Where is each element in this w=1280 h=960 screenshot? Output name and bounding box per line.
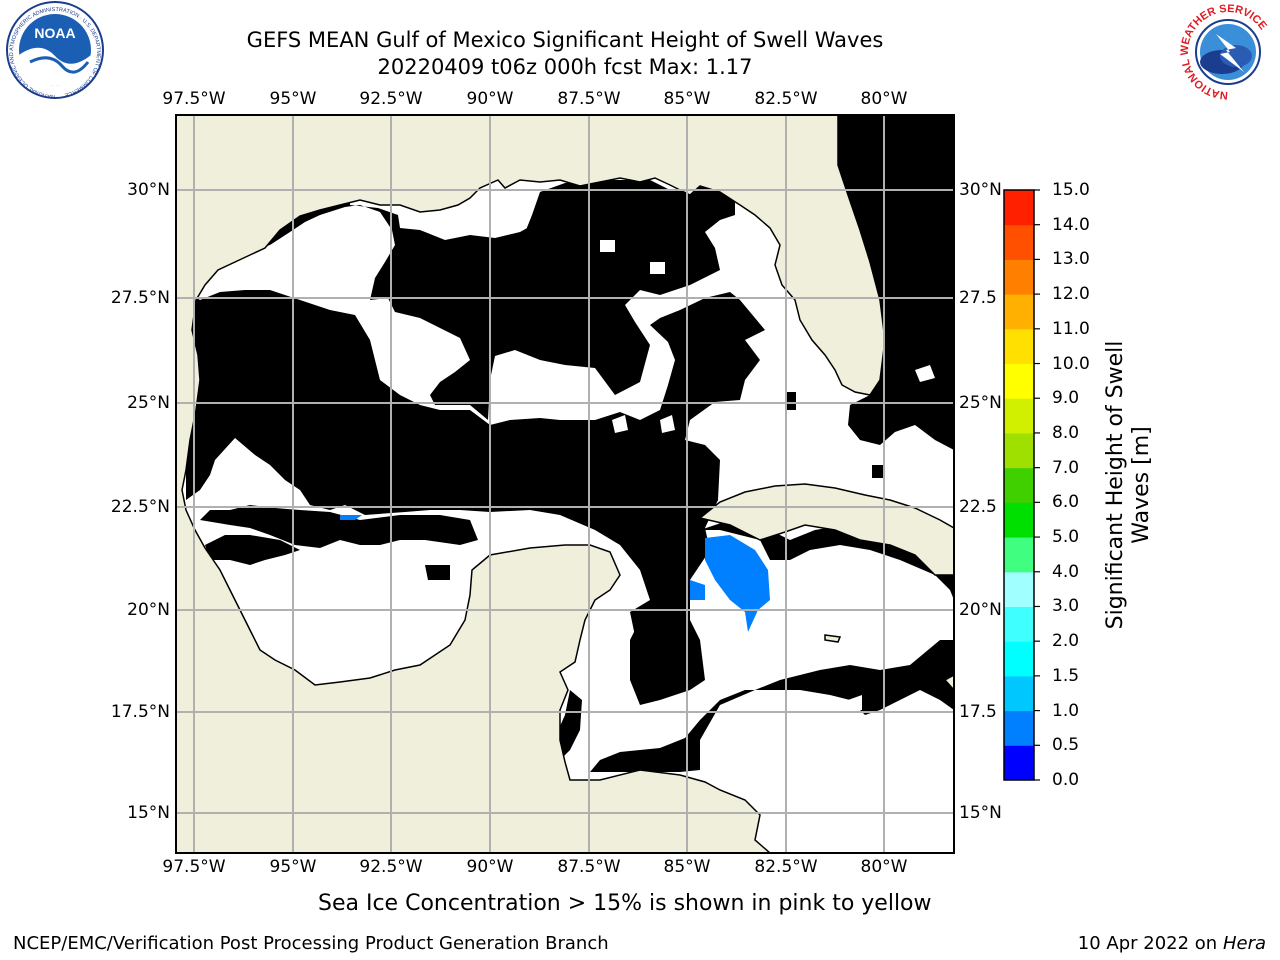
lon-tick-label: 95°W [270, 89, 317, 109]
colorbar-tick-label: 8.0 [1052, 423, 1079, 443]
lon-tick-label: 80°W [861, 89, 908, 109]
lon-tick-label: 97.5°W [162, 89, 225, 109]
swell-0-0.5m-region [186, 115, 954, 772]
lon-tick-label: 95°W [270, 857, 317, 877]
lat-tick-label: 15°N [959, 803, 1002, 823]
colorbar-segment [1004, 364, 1034, 399]
lon-tick-label: 85°W [664, 89, 711, 109]
colorbar-segment [1004, 329, 1034, 364]
lon-tick-label: 97.5°W [162, 857, 225, 877]
colorbar-segment [1004, 433, 1034, 468]
footer-host: Hera [1223, 933, 1266, 954]
lat-tick-label: 30°N [90, 180, 170, 200]
map-subtitle: 20220409 t06z 000h fcst Max: 1.17 [0, 55, 1130, 79]
lon-tick-label: 90°W [467, 857, 514, 877]
colorbar-segment [1004, 398, 1034, 433]
colorbar-tick-label: 0.5 [1052, 735, 1079, 755]
lon-tick-label: 85°W [664, 857, 711, 877]
footer-timestamp: 10 Apr 2022 on Hera [1078, 933, 1266, 954]
colorbar-tick-label: 2.0 [1052, 631, 1079, 651]
colorbar-tick-label: 0.0 [1052, 770, 1079, 790]
lat-tick-label: 17.5 [959, 702, 997, 722]
colorbar-segment [1004, 190, 1034, 225]
colorbar-tick-label: 11.0 [1052, 319, 1090, 339]
colorbar-segment [1004, 572, 1034, 607]
lat-tick-label: 25°N [959, 393, 1002, 413]
lat-tick-label: 27.5°N [90, 288, 170, 308]
colorbar-frame [1004, 190, 1034, 780]
colorbar-tick-label: 12.0 [1052, 284, 1090, 304]
footer-date: 10 Apr 2022 on [1078, 933, 1217, 954]
colorbar-segment [1004, 259, 1034, 294]
colorbar-tick-label: 14.0 [1052, 215, 1090, 235]
colorbar-segment [1004, 537, 1034, 572]
lon-tick-label: 90°W [467, 89, 514, 109]
colorbar-tick-label: 6.0 [1052, 492, 1079, 512]
nws-logo: NATIONAL WEATHER SERVICE [1172, 0, 1280, 105]
lon-tick-label: 92.5°W [359, 89, 422, 109]
lon-tick-label: 92.5°W [359, 857, 422, 877]
colorbar-tick-label: 10.0 [1052, 354, 1090, 374]
colorbar-segment [1004, 294, 1034, 329]
noaa-logo: NOAA NATIONAL OCEANIC AND ATMOSPHERIC AD… [0, 0, 110, 105]
colorbar-tick-label: 1.0 [1052, 701, 1079, 721]
lat-tick-label: 15°N [90, 803, 170, 823]
sea-ice-caption: Sea Ice Concentration > 15% is shown in … [318, 891, 932, 916]
colorbar-segment [1004, 606, 1034, 641]
colorbar-tick-label: 15.0 [1052, 180, 1090, 200]
lat-tick-label: 27.5 [959, 288, 997, 308]
no-swell-patches [405, 240, 935, 710]
land-masses [176, 115, 954, 853]
lon-tick-label: 87.5°W [557, 857, 620, 877]
colorbar-tick-label: 1.5 [1052, 666, 1079, 686]
lat-tick-label: 20°N [90, 600, 170, 620]
lat-tick-label: 22.5 [959, 497, 997, 517]
lat-tick-label: 17.5°N [90, 702, 170, 722]
lon-tick-label: 82.5°W [754, 857, 817, 877]
lon-tick-label: 82.5°W [754, 89, 817, 109]
colorbar-tick-label: 9.0 [1052, 388, 1079, 408]
colorbar-segment [1004, 225, 1034, 260]
ocean-background [176, 115, 954, 853]
footer-branch: NCEP/EMC/Verification Post Processing Pr… [13, 933, 609, 954]
map-title: GEFS MEAN Gulf of Mexico Significant Hei… [0, 28, 1130, 52]
lon-tick-label: 80°W [861, 857, 908, 877]
colorbar-segment [1004, 745, 1034, 780]
colorbar-tick-label: 7.0 [1052, 458, 1079, 478]
lon-tick-label: 87.5°W [557, 89, 620, 109]
colorbar-tick-label: 13.0 [1052, 249, 1090, 269]
colorbar-tick-label: 4.0 [1052, 562, 1079, 582]
graticule [176, 115, 954, 853]
colorbar-segment [1004, 676, 1034, 711]
map-frame [176, 115, 954, 853]
lat-tick-label: 25°N [90, 393, 170, 413]
colorbar-label-line2: Waves [m] [1129, 341, 1155, 630]
lat-tick-label: 22.5°N [90, 497, 170, 517]
swell-0.5-1.0m-region [176, 515, 770, 853]
swell-1.0-1.5m-region [176, 790, 415, 853]
colorbar-segment [1004, 711, 1034, 746]
lat-tick-label: 20°N [959, 600, 1002, 620]
colorbar-segment [1004, 468, 1034, 503]
noaa-logo-text: NOAA [34, 25, 75, 41]
colorbar-tick-label: 5.0 [1052, 527, 1079, 547]
lat-tick-label: 30°N [959, 180, 1002, 200]
colorbar-segment [1004, 502, 1034, 537]
colorbar-tick-label: 3.0 [1052, 596, 1079, 616]
colorbar-segment [1004, 641, 1034, 676]
colorbar-label-line1: Significant Height of Swell [1103, 341, 1129, 630]
